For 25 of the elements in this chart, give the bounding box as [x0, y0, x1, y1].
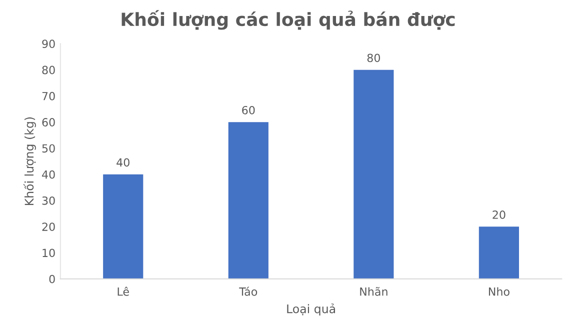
x-tick-label: Nho: [488, 287, 510, 296]
x-tick-label: Táo: [239, 286, 258, 296]
y-axis-title: Khối lượng (kg): [23, 117, 36, 205]
bar: [354, 70, 394, 279]
x-tick-label: Nhãn: [360, 287, 388, 296]
y-tick-label: 0: [49, 274, 55, 284]
y-tick-label: 40: [42, 170, 55, 179]
y-tick-label: 30: [42, 196, 55, 205]
y-tick-label: 80: [42, 66, 55, 74]
data-label: 40: [116, 158, 130, 167]
y-tick-label: 20: [42, 222, 55, 231]
y-tick-label: 10: [42, 248, 55, 258]
y-tick-label: 60: [42, 118, 55, 126]
y-tick-label: 50: [42, 144, 55, 153]
x-axis-title: Loại quả: [287, 304, 336, 316]
y-tick-label: 90: [42, 40, 55, 48]
x-tick-label: Lê: [118, 286, 129, 296]
data-label: 60: [242, 106, 255, 114]
y-tick-label: 70: [42, 92, 55, 100]
data-label: 80: [367, 54, 380, 62]
bar: [228, 122, 268, 279]
bar: [103, 174, 144, 279]
data-label: 20: [492, 210, 506, 219]
chart-title: Khối lượng các loại quả bán được: [122, 10, 455, 30]
bar: [478, 226, 520, 279]
